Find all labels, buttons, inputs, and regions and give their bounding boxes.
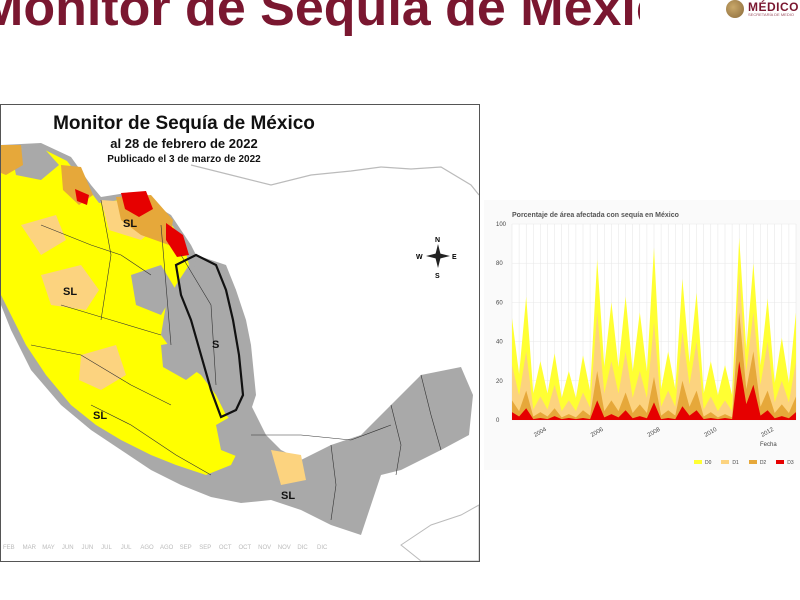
no-drought-patch-2 (131, 265, 176, 315)
legend-item-D2: D2 (748, 459, 767, 466)
drought-d1-area-5 (21, 215, 66, 255)
month-scale-label: DIC (297, 545, 308, 551)
y-tick-label: 60 (496, 300, 503, 306)
slide-title: Monitor de Sequía de México (0, 0, 640, 37)
month-scale-label: AGO (140, 545, 154, 551)
y-tick-label: 100 (496, 222, 507, 228)
legend-swatch (776, 460, 785, 465)
month-scale: FEB MAR MAY JUN JUN JUL JUL AGO AGO SEP SEP OCT OCT N… (3, 545, 328, 551)
month-scale-label: JUN (82, 545, 94, 551)
month-scale-label: AGO (160, 545, 174, 551)
logo-subtext: SECRETARÍA DE MEDIO (748, 12, 794, 17)
month-scale-label: SEP (199, 545, 211, 551)
x-tick-label: 2012 (760, 427, 775, 439)
x-tick-label: 2006 (590, 427, 605, 439)
x-axis-label: Fecha (760, 442, 777, 448)
y-tick-label: 40 (496, 340, 503, 346)
x-tick-label: 2004 (533, 427, 548, 439)
cuba-outline (400, 504, 479, 561)
month-scale-label: FEB (3, 545, 15, 551)
no-drought-patch-1 (11, 145, 59, 180)
chart-title: Porcentaje de área afectada con sequía e… (512, 212, 679, 219)
logo-text: MÉDICO (748, 0, 799, 14)
y-tick-label: 20 (496, 379, 503, 385)
y-tick-label: 0 (496, 418, 500, 424)
region-label-2: SL (63, 286, 77, 298)
drought-d0-area (1, 147, 246, 475)
month-scale-label: JUL (121, 545, 132, 551)
drought-d3-area-1 (121, 191, 153, 217)
map-published-date: Publicado el 3 de marzo de 2022 (107, 154, 261, 165)
chart-legend: D0 D1 D2 D3 (694, 454, 800, 466)
seal-icon (726, 0, 744, 18)
map-title: Monitor de Sequía de México (53, 113, 315, 134)
region-label-5: SL (281, 490, 295, 502)
compass-rose-icon: N S E W (416, 237, 457, 280)
legend-item-D3: D3 (776, 459, 794, 466)
x-tick-label: 2008 (647, 427, 662, 439)
month-scale-label: JUN (62, 545, 74, 551)
legend-swatch (694, 460, 702, 465)
compass-south: S (435, 273, 440, 280)
month-scale-label: NOV (278, 545, 291, 551)
month-scale-label: JUL (101, 545, 112, 551)
month-scale-label: OCT (239, 545, 252, 551)
drought-d1-area-4 (271, 450, 306, 485)
legend-swatch (721, 460, 730, 465)
legend-label: D1 (732, 459, 739, 466)
area-series-D3 (512, 361, 796, 420)
compass-east: E (452, 254, 457, 261)
month-scale-label: DIC (317, 545, 328, 551)
drought-d3-area-2 (166, 223, 189, 257)
month-scale-label: OCT (219, 545, 232, 551)
region-label-3: S (212, 339, 219, 351)
legend-item-D1: D1 (721, 459, 739, 466)
drought-area-chart-panel: 02040608010020042006200820102012201Fecha… (484, 200, 800, 470)
month-scale-label: MAY (42, 545, 55, 551)
drought-d1-area-1 (41, 265, 99, 310)
map-date: al 28 de febrero de 2022 (110, 136, 258, 151)
drought-map-panel: SL SL S SL SL N S E W FEB MAR MAY JUN JUN JUL… (0, 104, 480, 562)
drought-d2-area-3 (1, 145, 23, 175)
month-scale-label: MAR (23, 545, 37, 551)
compass-west: W (416, 254, 423, 261)
region-label-4: SL (93, 410, 107, 422)
state-borders (30, 199, 442, 521)
month-scale-label: NOV (258, 545, 271, 551)
agency-logo: MÉDICO SECRETARÍA DE MEDIO (724, 0, 800, 22)
y-tick-label: 80 (496, 261, 503, 267)
gulf-coastline (190, 164, 479, 196)
legend-label: D3 (787, 459, 794, 466)
drought-d1-area-2 (79, 345, 126, 390)
compass-north: N (435, 237, 440, 244)
legend-swatch (748, 460, 757, 465)
x-tick-label: 2010 (704, 427, 719, 439)
drought-map: SL SL S SL SL N S E W FEB MAR MAY JUN JUN JUL… (1, 105, 479, 561)
legend-label: D0 (705, 459, 712, 466)
month-scale-label: SEP (180, 545, 192, 551)
no-drought-patch-5 (216, 405, 266, 460)
no-drought-patch-3 (161, 340, 206, 380)
region-label-1: SL (123, 218, 137, 230)
drought-area-chart: 02040608010020042006200820102012201Fecha (496, 222, 797, 448)
legend-item-D0: D0 (694, 460, 711, 466)
area-series-D1 (512, 273, 796, 420)
legend-label: D2 (759, 459, 767, 466)
drought-d3-area-3 (75, 189, 89, 205)
short-term-impact-outline (174, 253, 245, 419)
